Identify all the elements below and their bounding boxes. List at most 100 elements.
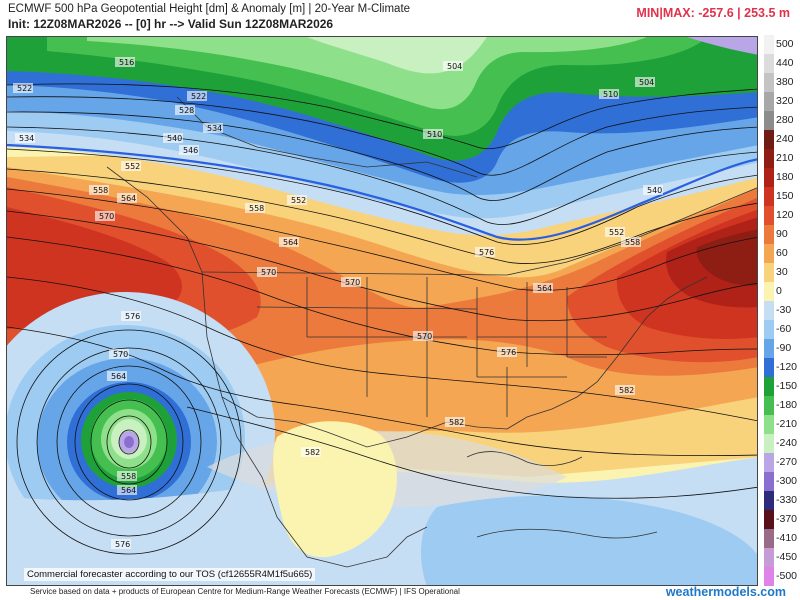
legend-label: 320	[776, 95, 794, 107]
data-source-note: Service based on data + products of Euro…	[30, 587, 460, 596]
legend-label: -90	[776, 342, 792, 354]
contour-label: 540	[167, 134, 182, 143]
legend-label: 380	[776, 76, 794, 88]
legend-swatch	[764, 490, 774, 510]
legend-swatch	[764, 53, 774, 73]
legend-swatch	[764, 433, 774, 453]
legend-swatch	[764, 547, 774, 567]
legend-swatch	[764, 110, 774, 130]
contour-label: 522	[17, 84, 32, 93]
legend-swatch	[764, 262, 774, 282]
legend-swatch	[764, 186, 774, 206]
contour-label: 540	[647, 186, 662, 195]
contour-label: 582	[619, 386, 634, 395]
copyright-notice: Commercial forecaster according to our T…	[24, 568, 316, 581]
legend-swatch	[764, 243, 774, 263]
pacific-low-contours	[16, 329, 242, 555]
contour-label: 522	[191, 92, 206, 101]
legend-label: -270	[776, 456, 798, 468]
legend-swatch	[764, 205, 774, 225]
contour-label: 570	[345, 278, 360, 287]
legend-swatch	[764, 452, 774, 472]
legend-label: 90	[776, 228, 788, 240]
contour-label: 564	[537, 284, 552, 293]
header: ECMWF 500 hPa Geopotential Height [dm] &…	[0, 0, 800, 34]
legend-swatch	[764, 528, 774, 548]
contour-label: 570	[261, 268, 276, 277]
contour-label: 570	[99, 212, 114, 221]
legend-label: -450	[776, 551, 798, 563]
legend-swatch	[764, 566, 774, 586]
legend-swatch	[764, 148, 774, 168]
legend-label: 180	[776, 171, 794, 183]
contour-label: 528	[179, 106, 194, 115]
legend-label: 440	[776, 57, 794, 69]
legend-label: -370	[776, 513, 798, 525]
legend-swatch	[764, 357, 774, 377]
contour-label: 558	[625, 238, 640, 247]
highlight-540-contour	[7, 143, 757, 241]
legend-label: -240	[776, 437, 798, 449]
contour-label: 534	[207, 124, 222, 133]
contour-label: 534	[19, 134, 34, 143]
contour-label: 564	[121, 194, 136, 203]
legend-swatch	[764, 471, 774, 491]
anomaly-fill-cool-minus210	[87, 37, 647, 110]
legend-swatch	[764, 414, 774, 434]
legend-label: 210	[776, 152, 794, 164]
legend-swatch	[764, 376, 774, 396]
contour-labels: 516 522 504 504 528 522 534 510 510 534	[13, 57, 663, 549]
legend-label: -120	[776, 361, 798, 373]
color-legend: 500 440 380 320 280 240 210 180 150 120 90 60 30 0 -30…	[762, 34, 800, 586]
anomaly-map: 516 522 504 504 528 522 534 510 510 534	[7, 37, 757, 585]
legend-label: 0	[776, 285, 782, 297]
contour-label: 504	[447, 62, 462, 71]
contour-label: 558	[93, 186, 108, 195]
contour-label: 582	[449, 418, 464, 427]
contour-label: 552	[125, 162, 140, 171]
legend-label: 240	[776, 133, 794, 145]
anomaly-fill-warm-210	[696, 229, 757, 286]
contour-label: 546	[183, 146, 198, 155]
contour-label: 510	[603, 90, 618, 99]
contour-label: 564	[283, 238, 298, 247]
contour-label: 558	[249, 204, 264, 213]
footer: Service based on data + products of Euro…	[0, 585, 800, 600]
legend-swatch	[764, 319, 774, 339]
contour-label: 510	[427, 130, 442, 139]
legend-label: -210	[776, 418, 798, 430]
legend-label: 60	[776, 247, 788, 259]
min-max-readout: MIN|MAX: -257.6 | 253.5 m	[636, 6, 790, 20]
legend-swatch	[764, 34, 774, 54]
legend-swatch	[764, 509, 774, 529]
contour-label: 504	[639, 78, 654, 87]
anomaly-fill-cool-ne-minus270	[687, 37, 757, 55]
legend-label: 30	[776, 266, 788, 278]
map-subtitle: Init: 12Z08MAR2026 -- [0] hr --> Valid S…	[8, 17, 334, 31]
political-boundaries	[106, 96, 757, 568]
legend-swatch	[764, 167, 774, 187]
contour-label: 570	[417, 332, 432, 341]
legend-label: -180	[776, 399, 798, 411]
contour-label: 564	[121, 486, 136, 495]
contour-label: 570	[113, 350, 128, 359]
legend-swatch	[764, 338, 774, 358]
height-contours	[7, 83, 757, 499]
legend-label: -30	[776, 304, 792, 316]
anomaly-fill-caribbean-minus60	[421, 495, 757, 585]
legend-label: -330	[776, 494, 798, 506]
legend-swatch	[764, 281, 774, 301]
legend-swatch	[764, 91, 774, 111]
legend-label: 500	[776, 38, 794, 50]
legend-swatch	[764, 129, 774, 149]
contour-label: 576	[479, 248, 494, 257]
contour-label: 576	[501, 348, 516, 357]
legend-label: 280	[776, 114, 794, 126]
legend-label: -410	[776, 532, 798, 544]
legend-label: -500	[776, 570, 798, 582]
legend-label: 150	[776, 190, 794, 202]
legend-label: -60	[776, 323, 792, 335]
legend-swatch	[764, 224, 774, 244]
contour-label: 582	[305, 448, 320, 457]
contour-label: 558	[121, 472, 136, 481]
